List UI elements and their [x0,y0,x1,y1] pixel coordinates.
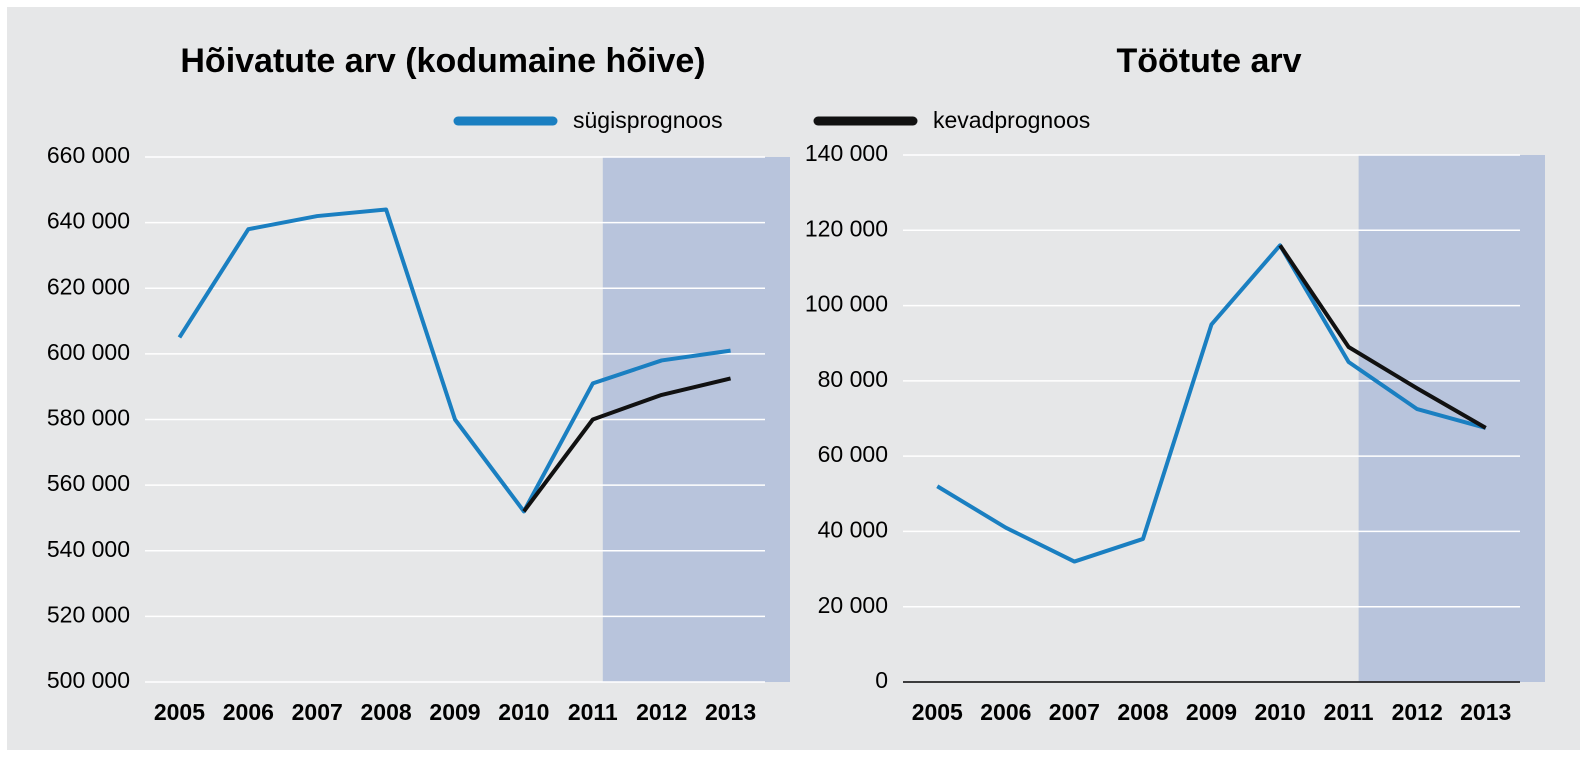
y-tick-label: 140 000 [805,140,888,166]
series-line [177,207,731,514]
y-tick-label: 640 000 [47,208,130,234]
y-tick-label: 0 [875,667,888,693]
x-tick-label: 2008 [1117,699,1168,725]
legend-label: sügisprognoos [573,107,723,133]
x-tick-label: 2010 [1254,699,1305,725]
series-line [1278,244,1487,430]
series-line [522,376,732,513]
chart-title: Töötute arv [1116,42,1301,80]
y-tick-label: 60 000 [818,441,888,467]
y-tick-label: 120 000 [805,215,888,241]
x-tick-label: 2012 [1392,699,1443,725]
x-tick-label: 2013 [705,699,756,725]
x-tick-label: 2012 [636,699,687,725]
y-tick-label: 540 000 [47,536,130,562]
x-tick-label: 2007 [292,699,343,725]
y-tick-label: 560 000 [47,470,130,496]
x-tick-label: 2013 [1460,699,1511,725]
y-tick-label: 660 000 [47,142,130,168]
y-tick-label: 620 000 [47,273,130,299]
y-tick-label: 500 000 [47,667,130,693]
y-tick-label: 80 000 [818,366,888,392]
y-tick-label: 40 000 [818,517,888,543]
series-line [936,243,1487,564]
x-tick-label: 2009 [1186,699,1237,725]
x-tick-label: 2010 [498,699,549,725]
x-tick-label: 2011 [568,699,618,725]
x-tick-label: 2005 [912,699,963,725]
x-tick-label: 2006 [980,699,1031,725]
x-tick-label: 2005 [154,699,205,725]
x-tick-label: 2009 [429,699,480,725]
y-tick-label: 20 000 [818,592,888,618]
y-tick-label: 520 000 [47,601,130,627]
x-tick-label: 2008 [361,699,412,725]
legend-label: kevadprognoos [933,107,1090,133]
y-tick-label: 600 000 [47,339,130,365]
y-tick-label: 580 000 [47,405,130,431]
x-tick-label: 2011 [1324,699,1374,725]
chart-title: Hõivatute arv (kodumaine hõive) [180,42,705,80]
background [7,7,1580,750]
x-tick-label: 2006 [223,699,274,725]
x-tick-label: 2007 [1049,699,1100,725]
y-tick-label: 100 000 [805,291,888,317]
